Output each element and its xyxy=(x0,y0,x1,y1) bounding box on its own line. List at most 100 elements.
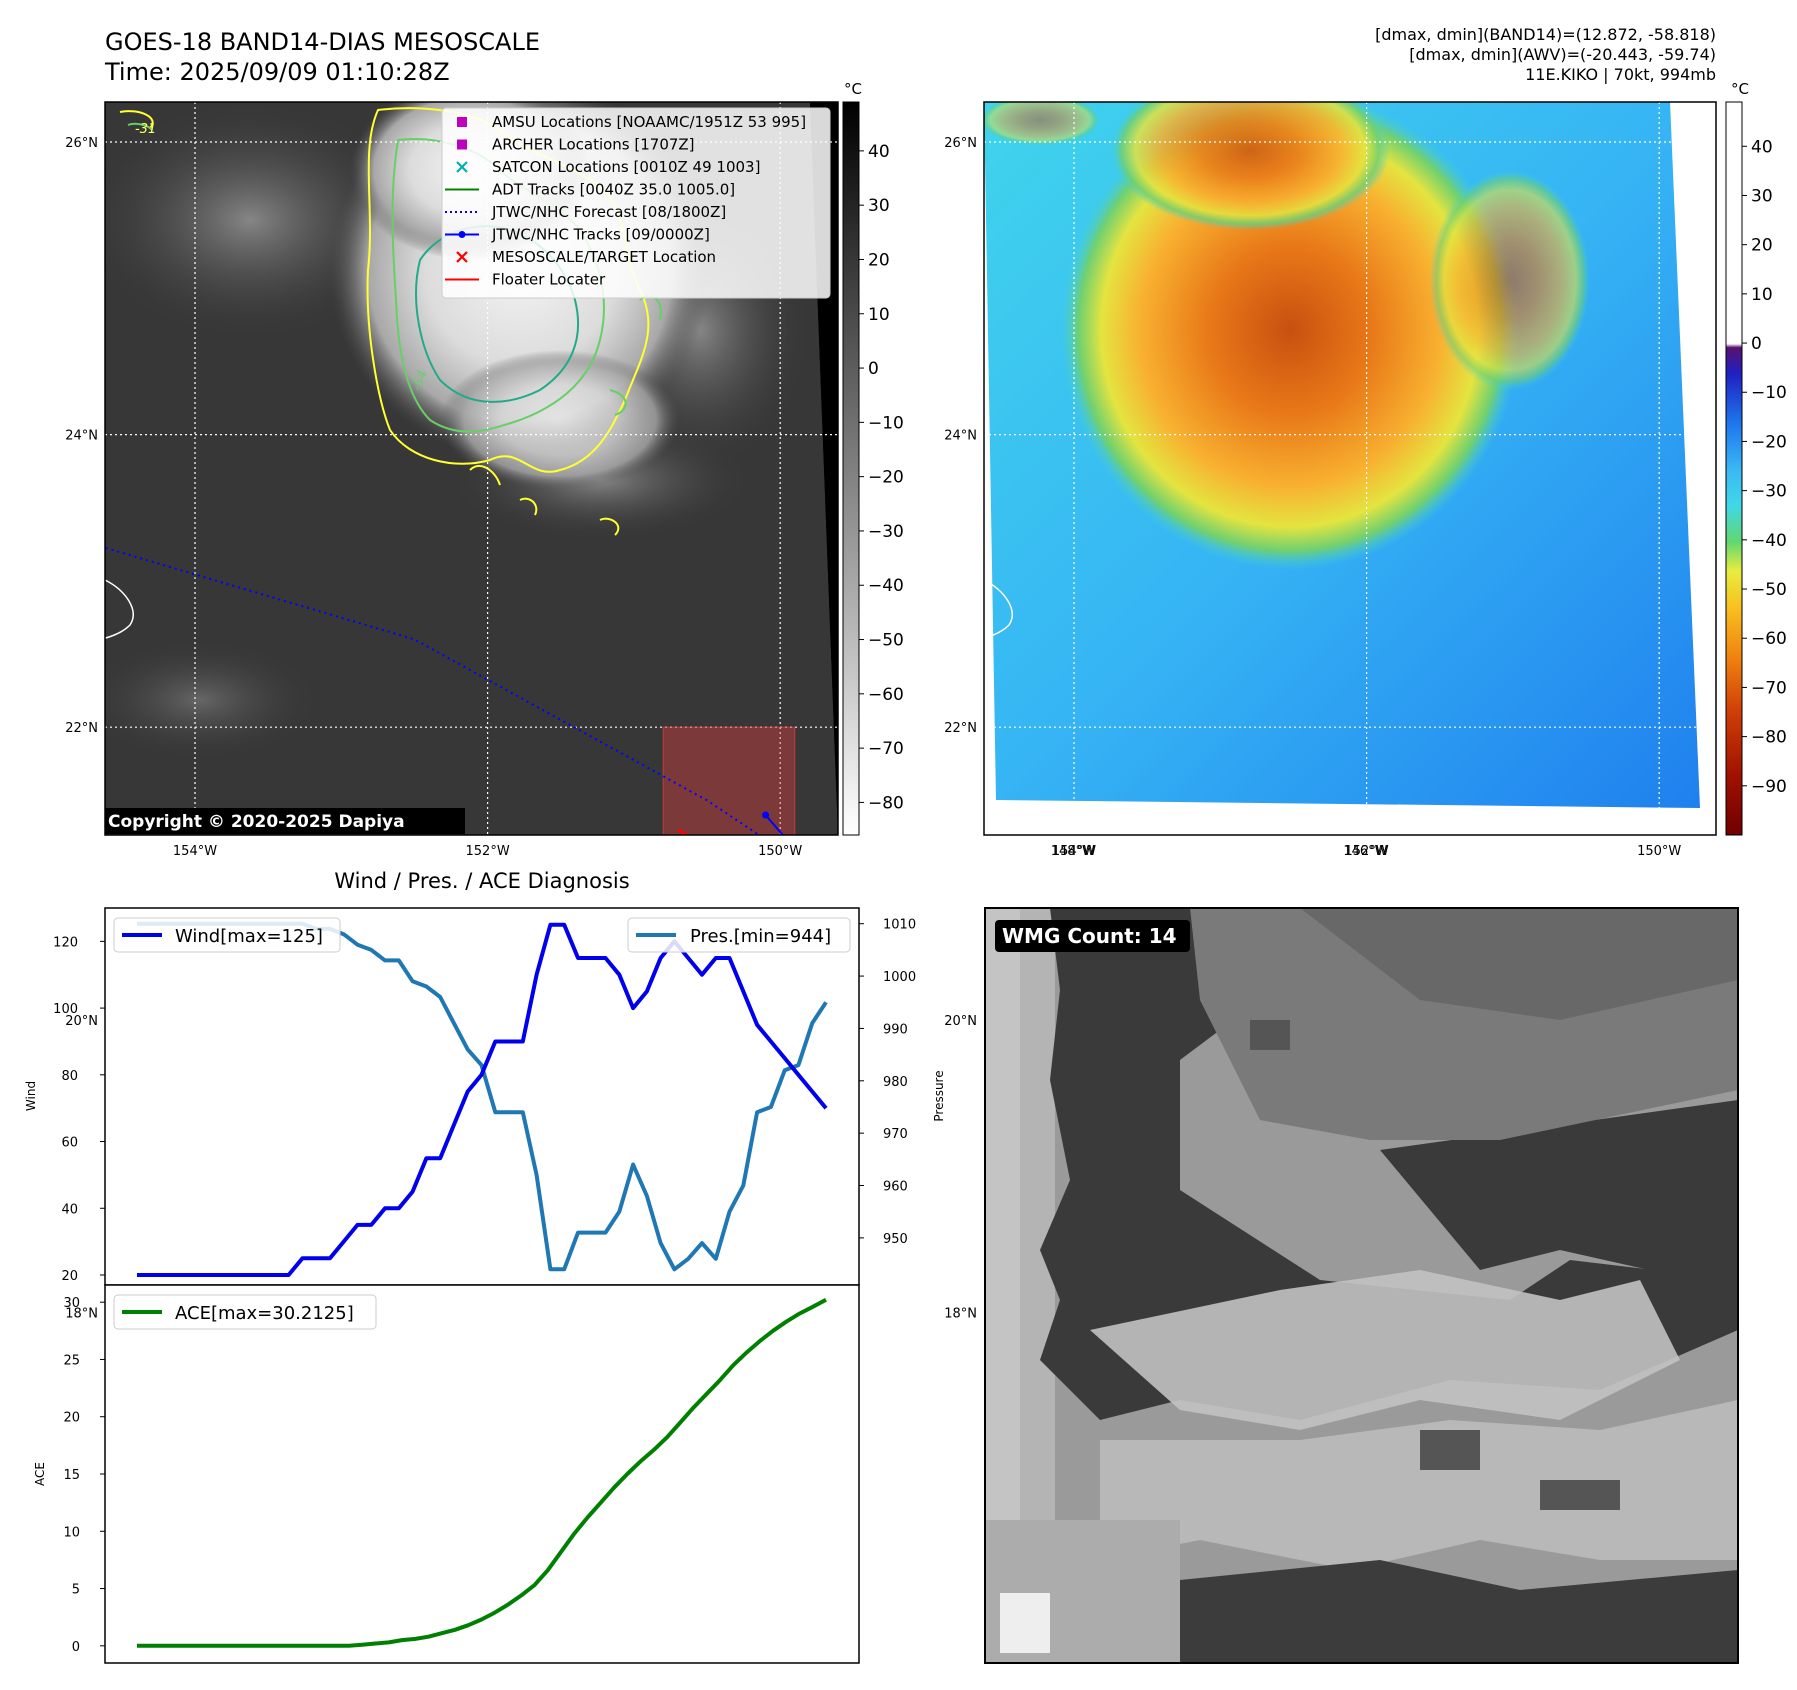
colorbar-tick-label: 10 xyxy=(868,305,890,325)
legend-label: JTWC/NHC Tracks [09/0000Z] xyxy=(491,226,710,244)
copyright-text: Copyright © 2020-2025 Dapiya xyxy=(108,812,405,832)
stats-awv: [dmax, dmin](AWV)=(-20.443, -59.74) xyxy=(1409,45,1716,64)
colorbar-tick-label: 0 xyxy=(868,359,879,379)
pressure-tick-label: 970 xyxy=(883,1127,908,1142)
wind-legend-label: Wind[max=125] xyxy=(175,926,323,947)
wind-line xyxy=(137,922,828,1277)
colorbar-tick-label: −60 xyxy=(1751,629,1787,649)
diagnosis-title: Wind / Pres. / ACE Diagnosis xyxy=(334,869,629,893)
colorbar-tick-label: −30 xyxy=(868,522,904,542)
legend-marker xyxy=(456,251,468,263)
wind-tick-label: 120 xyxy=(53,935,78,950)
colorbar-tick-label: 10 xyxy=(1751,285,1773,305)
lon-label: 150°W xyxy=(758,844,802,859)
lat-label: 22°N xyxy=(65,721,98,736)
jtwc-track-point xyxy=(762,811,770,819)
wmg-imagery xyxy=(985,908,1738,1663)
wmg-count-label: WMG Count: 14 xyxy=(1002,924,1177,948)
jtwc-forecast-track xyxy=(105,546,761,835)
lat-label: 20°N xyxy=(65,1014,98,1029)
colorbar2-unit: °C xyxy=(1731,80,1749,98)
colorbar-tick-label: −40 xyxy=(1751,531,1787,551)
colorbar-band14: °C 40 30 20 10 0 −10 −20 −30 −40 −50 −60 −70 −80 xyxy=(842,80,904,836)
colorbar-tick-label: 0 xyxy=(1751,334,1762,354)
wind-tick-label: 100 xyxy=(53,1002,78,1017)
pressure-legend-label: Pres.[min=944] xyxy=(690,926,831,947)
stats-band14: [dmax, dmin](BAND14)=(12.872, -58.818) xyxy=(1375,25,1716,44)
pressure-tick-label: 990 xyxy=(883,1022,908,1037)
lon-label: 154°W xyxy=(173,844,217,859)
colorbar-tick-label: −60 xyxy=(868,685,904,705)
lat-label: 22°N xyxy=(944,721,977,736)
ace-tick-label: 5 xyxy=(72,1583,80,1598)
colorbar-tick-label: −50 xyxy=(868,631,904,651)
wind-tick-label: 40 xyxy=(61,1202,78,1217)
legend-marker xyxy=(456,161,468,173)
ace-tick-label: 20 xyxy=(63,1411,80,1426)
ace-tick-label: 0 xyxy=(72,1640,80,1655)
pressure-tick-label: 1000 xyxy=(883,970,916,985)
coastline xyxy=(104,579,134,639)
amsu-point xyxy=(922,912,932,922)
lon-label: 152°W xyxy=(466,844,510,859)
wind-legend: Wind[max=125] xyxy=(113,917,341,953)
lat-axis-labels: 26°N 24°N 22°N 20°N 18°N xyxy=(65,136,98,1321)
pressure-legend: Pres.[min=944] xyxy=(627,917,851,953)
figure-time: Time: 2025/09/09 01:10:28Z xyxy=(104,58,450,86)
mesoscale-box xyxy=(662,726,796,835)
wmg-count-box xyxy=(995,920,1190,952)
colorbar1-unit: °C xyxy=(844,80,862,98)
lon-label: 150°W xyxy=(1637,844,1681,859)
map-legend: AMSU Locations [NOAAMC/1951Z 53 995] ARCH… xyxy=(441,107,831,299)
legend-marker xyxy=(457,139,467,150)
legend-marker-dot xyxy=(458,231,466,238)
awv-panel xyxy=(983,101,1717,1314)
awv-lat-axis-labels: 26°N 24°N 22°N 20°N 18°N xyxy=(944,136,977,1321)
ace-tick-label: 30 xyxy=(63,1296,80,1311)
pressure-tick-label: 1010 xyxy=(883,918,916,933)
colorbar-tick-label: −30 xyxy=(1751,482,1787,502)
legend-label: JTWC/NHC Forecast [08/1800Z] xyxy=(491,203,726,221)
legend-label: ADT Tracks [0040Z 35.0 1005.0] xyxy=(492,181,735,199)
wind-axis-label: Wind xyxy=(24,1081,38,1111)
legend-label: AMSU Locations [NOAAMC/1951Z 53 995] xyxy=(492,113,806,131)
pressure-axis-label: Pressure xyxy=(932,1070,946,1121)
storm-info: 11E.KIKO | 70kt, 994mb xyxy=(1525,65,1716,84)
ace-tick-label: 25 xyxy=(63,1353,80,1368)
wind-pressure-chart: 120 100 80 60 40 20 1010 1000 990 980 970 960 950 Wi… xyxy=(24,907,946,1286)
ace-chart: 30 25 20 15 10 5 0 ACE ACE[max=30.2125] xyxy=(33,1284,860,1664)
lat-label: 24°N xyxy=(944,429,977,444)
colorbar-awv: °C 40 30 20 10 0 −10 −20 −30 −40 −50 −60 −70 −80 −90 xyxy=(1725,80,1787,836)
lat-label: 26°N xyxy=(65,136,98,151)
ace-tick-label: 10 xyxy=(63,1525,80,1540)
legend-label: Floater Locater xyxy=(492,271,606,289)
contour-label-54: -54 xyxy=(410,368,431,393)
lat-label: 24°N xyxy=(65,429,98,444)
wind-tick-label: 20 xyxy=(61,1269,78,1284)
colorbar-tick-label: −20 xyxy=(868,468,904,488)
colorbar-tick-label: −70 xyxy=(1751,678,1787,698)
colorbar-tick-label: −80 xyxy=(868,793,904,813)
colorbar-tick-label: 20 xyxy=(868,250,890,270)
storm-tracks xyxy=(105,546,932,922)
colorbar-tick-label: 40 xyxy=(868,142,890,162)
legend-label: MESOSCALE/TARGET Location xyxy=(492,248,716,266)
legend-label: SATCON Locations [0010Z 49 1003] xyxy=(492,158,760,176)
colorbar-tick-label: 30 xyxy=(868,196,890,216)
pressure-tick-label: 960 xyxy=(883,1180,908,1195)
colorbar-tick-label: −70 xyxy=(868,739,904,759)
pressure-tick-label: 950 xyxy=(883,1232,908,1247)
colorbar-tick-label: −80 xyxy=(1751,728,1787,748)
copyright-box xyxy=(105,808,465,834)
lat-label: 20°N xyxy=(944,1014,977,1029)
wmg-panel: WMG Count: 14 xyxy=(984,907,1739,1664)
wind-tick-label: 80 xyxy=(61,1069,78,1084)
lon-label: 152°W xyxy=(1345,844,1389,859)
lon-axis-labels: 154°W 152°W 150°W 148°W 146°W xyxy=(173,844,1388,859)
colorbar-tick-label: −10 xyxy=(868,413,904,433)
legend-label: ARCHER Locations [1707Z] xyxy=(492,136,695,154)
contour-label-31: -31 xyxy=(135,122,156,137)
wind-tick-label: 60 xyxy=(61,1136,78,1151)
colorbar-tick-label: 40 xyxy=(1751,137,1773,157)
figure-title: GOES-18 BAND14-DIAS MESOSCALE xyxy=(105,28,540,56)
